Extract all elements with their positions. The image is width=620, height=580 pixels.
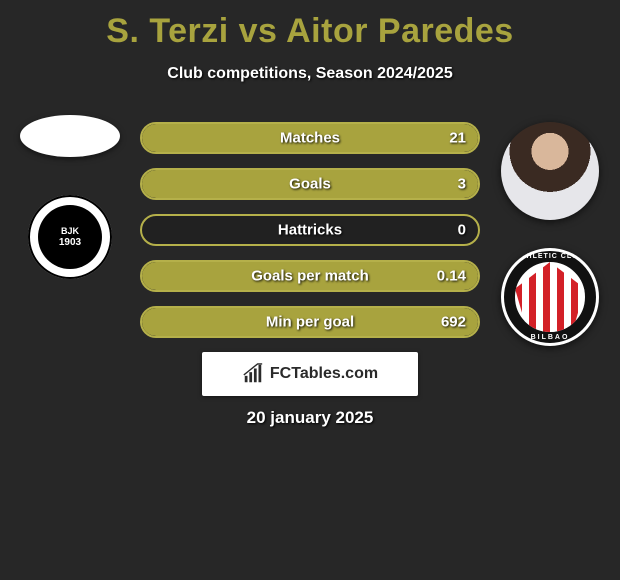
club-badge-right-text-bottom: BILBAO xyxy=(501,334,599,341)
club-badge-left: BJK 1903 xyxy=(28,195,112,279)
stats-container: Matches21 Goals3 Hattricks0 Goals per match… xyxy=(140,122,480,352)
stat-fill-right xyxy=(142,262,478,290)
club-badge-left-year: 1903 xyxy=(59,238,81,248)
stat-fill-right xyxy=(142,308,478,336)
subtitle: Club competitions, Season 2024/2025 xyxy=(0,65,620,83)
club-badge-left-inner: BJK 1903 xyxy=(38,205,102,269)
stat-fill-right xyxy=(142,170,478,198)
watermark-text: FCTables.com xyxy=(270,365,378,383)
date-line: 20 january 2025 xyxy=(0,408,620,428)
stat-value-right: 0 xyxy=(458,222,466,239)
player-right-photo xyxy=(501,122,599,220)
watermark: FCTables.com xyxy=(202,352,418,396)
stat-label: Hattricks xyxy=(142,222,478,239)
stat-row: Goals3 xyxy=(140,168,480,200)
stat-row: Min per goal692 xyxy=(140,306,480,338)
club-badge-right: ATHLETIC CLUB BILBAO xyxy=(501,248,599,346)
stat-row: Goals per match0.14 xyxy=(140,260,480,292)
stat-row: Hattricks0 xyxy=(140,214,480,246)
stat-fill-right xyxy=(142,124,478,152)
chart-icon xyxy=(242,363,264,385)
club-badge-right-text-top: ATHLETIC CLUB xyxy=(501,253,599,260)
right-player-column: ATHLETIC CLUB BILBAO xyxy=(490,122,610,346)
player-left-placeholder xyxy=(20,115,120,157)
stat-row: Matches21 xyxy=(140,122,480,154)
left-player-column: BJK 1903 xyxy=(10,115,130,279)
page-title: S. Terzi vs Aitor Paredes xyxy=(0,0,620,51)
club-badge-left-code: BJK xyxy=(61,227,79,236)
